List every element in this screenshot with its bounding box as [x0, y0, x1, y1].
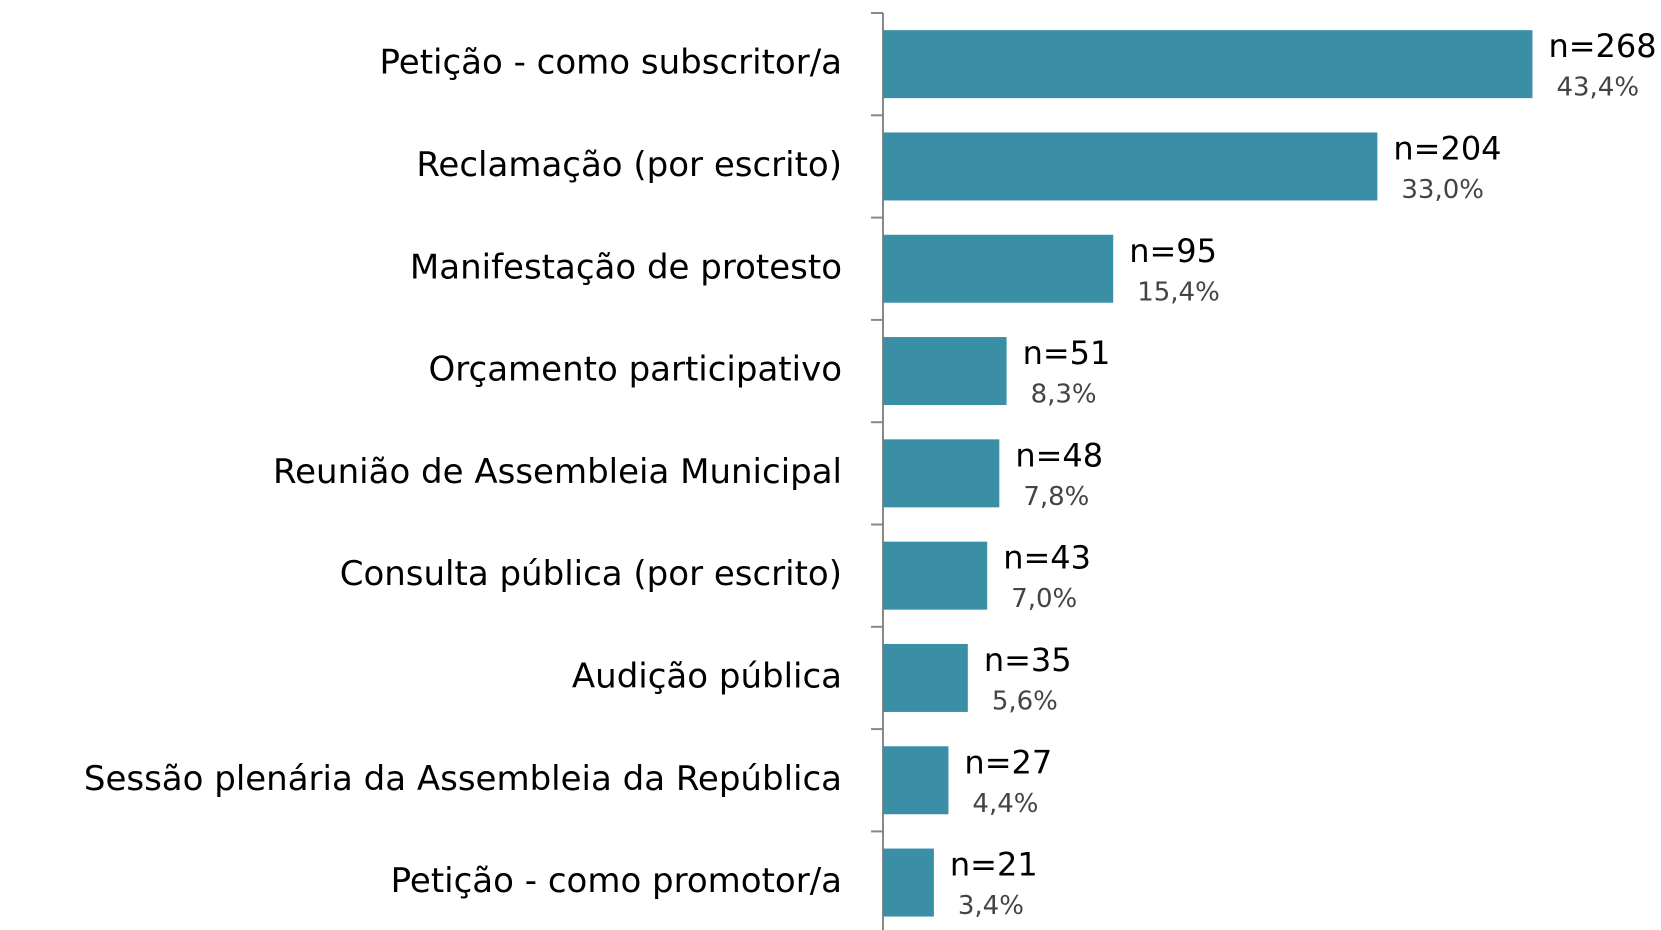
percent-label: 8,3% [1031, 380, 1097, 410]
category-label: Orçamento participativo [429, 350, 842, 390]
percent-label: 7,8% [1023, 482, 1089, 512]
value-label: n=43 [1003, 539, 1091, 577]
category-label: Consulta pública (por escrito) [340, 554, 842, 594]
value-label: n=35 [984, 641, 1072, 679]
bar [883, 234, 1114, 303]
bar [883, 848, 934, 917]
value-label: n=95 [1129, 232, 1217, 270]
value-label: n=21 [950, 846, 1038, 884]
value-label: n=204 [1393, 129, 1501, 167]
percent-label: 43,4% [1556, 73, 1639, 103]
bar [883, 30, 1533, 99]
percent-label: 5,6% [992, 686, 1058, 716]
bar [883, 337, 1007, 406]
category-label: Audição pública [572, 656, 842, 696]
value-label: n=51 [1023, 334, 1111, 372]
percent-label: 3,4% [958, 891, 1024, 921]
category-label: Petição - como promotor/a [391, 861, 842, 901]
bar [883, 746, 949, 815]
category-label: Reunião de Assembleia Municipal [273, 452, 842, 492]
percent-label: 7,0% [1011, 584, 1077, 614]
value-label: n=48 [1015, 436, 1103, 474]
category-label: Reclamação (por escrito) [416, 145, 842, 185]
bar [883, 132, 1378, 201]
value-label: n=268 [1548, 27, 1656, 65]
category-label: Petição - como subscritor/a [379, 43, 842, 83]
bar [883, 541, 988, 610]
percent-label: 4,4% [972, 789, 1038, 819]
value-label: n=27 [964, 743, 1052, 781]
category-label: Sessão plenária da Assembleia da Repúbli… [84, 759, 842, 799]
bar [883, 439, 1000, 508]
percent-label: 33,0% [1401, 175, 1484, 205]
bar [883, 643, 968, 712]
percent-label: 15,4% [1137, 277, 1220, 307]
category-label: Manifestação de protesto [410, 247, 842, 287]
